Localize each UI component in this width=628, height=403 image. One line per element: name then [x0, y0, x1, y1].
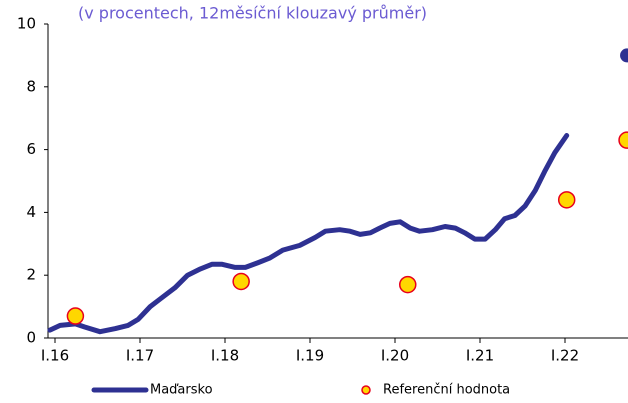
y-tick-label: 6	[26, 140, 36, 158]
x-tick-label: I.21	[466, 347, 494, 365]
x-tick-label: I.22	[551, 347, 579, 365]
reference-marker	[399, 275, 417, 294]
y-tick-label: 8	[26, 77, 36, 95]
legend-marker	[361, 385, 371, 395]
y-tick-label: 2	[26, 266, 36, 284]
reference-marker	[232, 272, 250, 291]
chart-subtitle: (v procentech, 12měsíční klouzavý průměr…	[78, 4, 427, 23]
reference-marker	[557, 191, 576, 209]
y-tick-label: 4	[26, 203, 36, 221]
reference-marker	[66, 307, 85, 325]
x-tick-label: I.18	[211, 347, 239, 365]
x-tick-label: I.20	[381, 347, 409, 365]
y-tick-label: 0	[26, 329, 36, 347]
line-series	[47, 133, 570, 335]
legend-label: Maďarsko	[150, 383, 213, 398]
plot-area	[47, 48, 628, 335]
x-tick-label: I.17	[126, 347, 154, 365]
latest-marker	[620, 48, 628, 63]
y-tick-label: 10	[17, 15, 36, 33]
legend-label: Referenční hodnota	[383, 383, 510, 398]
x-tick-label: I.16	[41, 347, 69, 365]
reference-marker	[618, 131, 628, 149]
x-tick-label: I.19	[296, 347, 324, 365]
